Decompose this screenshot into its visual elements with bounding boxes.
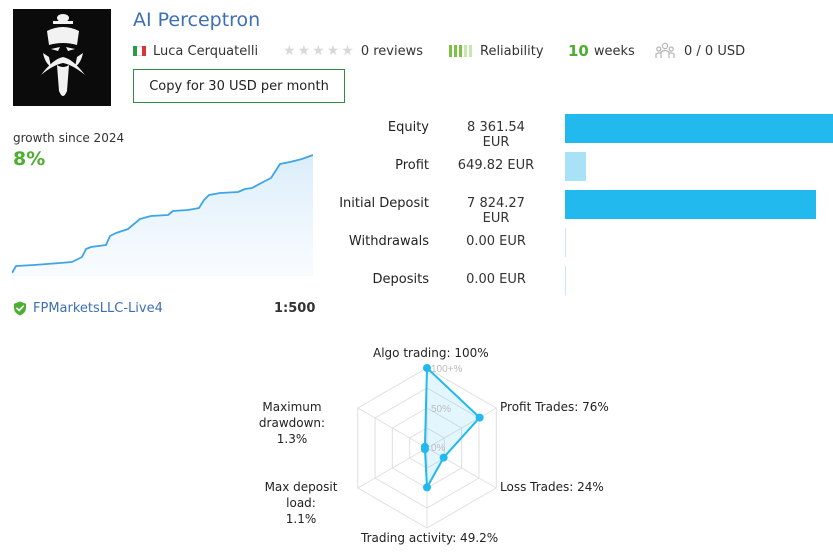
rating-stars: ★ ★ ★ ★ ★ xyxy=(283,44,354,58)
stat-deposits-bar xyxy=(565,266,566,295)
verified-shield-icon xyxy=(14,301,26,316)
radar-grid xyxy=(357,367,497,529)
star-icon: ★ xyxy=(297,43,311,59)
reviews-count[interactable]: 0 reviews xyxy=(360,43,423,59)
reliability-info: Reliability xyxy=(449,42,544,60)
broker-link[interactable]: FPMarketsLLC-Live4 xyxy=(13,301,163,316)
stat-equity-value: 8 361.54 EUR xyxy=(467,120,525,150)
radar-tick-100: 100+% xyxy=(431,364,463,375)
weeks-count: 10 xyxy=(568,42,589,60)
stat-equity-label: Equity xyxy=(387,120,429,135)
radar-points xyxy=(420,364,484,492)
radar-label-max-drawdown-name: Maximum drawdown: xyxy=(258,400,326,430)
radar-area xyxy=(424,368,480,488)
radar-axis xyxy=(357,407,428,449)
reliability-bars-icon xyxy=(449,45,472,57)
growth-chart[interactable] xyxy=(12,150,314,276)
radar-label-profit-trades: Profit Trades: 76% xyxy=(500,400,609,414)
subscribers-icon xyxy=(655,42,675,58)
stat-equity-bar xyxy=(565,114,833,143)
radar-grid-ring xyxy=(391,407,463,489)
radar-label-trading-activity: Trading activity: 49.2% xyxy=(361,531,499,545)
weeks-label: weeks xyxy=(593,43,635,59)
subscribers-value: 0 / 0 USD xyxy=(684,43,746,59)
star-icon: ★ xyxy=(312,43,325,59)
star-icon: ★ xyxy=(341,43,354,59)
avatar[interactable] xyxy=(13,9,111,106)
radar-label-max-deposit-load: Max deposit load: 1.1% xyxy=(248,479,354,527)
stat-profit-label: Profit xyxy=(395,158,429,173)
stat-deposits-value: 0.00 EUR xyxy=(466,272,526,287)
radar-point-loss-trades xyxy=(439,453,448,462)
radar-axis xyxy=(426,407,497,449)
growth-label: growth since 2024 xyxy=(13,131,125,145)
avatar-image xyxy=(13,9,111,106)
radar-line xyxy=(423,367,481,489)
star-icon: ★ xyxy=(283,43,296,59)
weeks-info: 10 weeks xyxy=(568,42,635,60)
radar-point-trading-activity xyxy=(423,483,431,492)
radar-axis xyxy=(426,447,497,489)
radar-grid-ring xyxy=(374,387,480,509)
subscribers-info: 0 / 0 USD xyxy=(655,42,745,60)
radar-point-algo-trading xyxy=(423,364,431,372)
radar-label-max-deposit-load-value: 1.1% xyxy=(285,512,317,526)
radar-label-loss-trades: Loss Trades: 24% xyxy=(500,480,604,494)
reliability-label: Reliability xyxy=(480,43,544,59)
stat-profit-bar xyxy=(565,152,586,181)
stat-initial-deposit-label: Initial Deposit xyxy=(339,196,429,211)
radar-tick-0: 0% xyxy=(431,443,446,454)
radar-tick-50: 50% xyxy=(431,404,451,415)
stat-withdrawals-value: 0.00 EUR xyxy=(466,234,526,249)
stat-initial-deposit-bar xyxy=(565,190,816,219)
signal-title[interactable]: AI Perceptron xyxy=(133,9,261,31)
reviews-info[interactable]: ★ ★ ★ ★ ★ 0 reviews xyxy=(283,42,423,60)
radar-axis xyxy=(357,447,428,489)
radar-point-max-deposit-load xyxy=(420,445,429,454)
stat-profit-value: 649.82 EUR xyxy=(457,158,535,173)
star-icon: ★ xyxy=(326,43,340,59)
stat-withdrawals-bar xyxy=(565,228,566,257)
stat-withdrawals-label: Withdrawals xyxy=(348,234,429,249)
radar-grid-ring xyxy=(409,427,445,469)
radar-label-algo-trading: Algo trading: 100% xyxy=(373,346,489,360)
copy-subscribe-button[interactable]: Copy for 30 USD per month xyxy=(133,69,345,103)
stat-initial-deposit-value: 7 824.27 EUR xyxy=(467,196,525,226)
broker-name[interactable]: FPMarketsLLC-Live4 xyxy=(33,301,163,316)
radar-point-profit-trades xyxy=(475,413,484,422)
growth-line xyxy=(12,154,314,274)
radar-point-max-drawdown xyxy=(420,442,429,451)
radar-label-max-drawdown-value: 1.3% xyxy=(276,432,308,446)
stat-deposits-label: Deposits xyxy=(372,272,429,287)
radar-label-max-deposit-load-name: Max deposit load: xyxy=(264,480,338,510)
radar-label-max-drawdown: Maximum drawdown: 1.3% xyxy=(230,399,354,447)
leverage-value: 1:500 xyxy=(274,301,316,316)
author-info: Luca Cerquatelli xyxy=(133,42,258,60)
radar-grid-ring xyxy=(357,367,497,529)
italy-flag-icon xyxy=(133,46,146,56)
author-name[interactable]: Luca Cerquatelli xyxy=(153,43,259,59)
growth-value: 8% xyxy=(13,148,46,170)
